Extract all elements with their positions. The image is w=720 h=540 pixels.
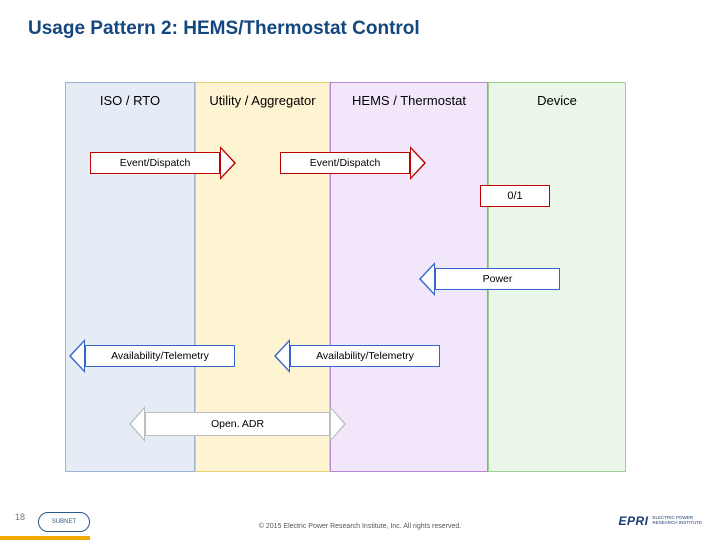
arrow-2: Power [435,268,560,290]
page-title: Usage Pattern 2: HEMS/Thermostat Control [28,18,420,40]
arrow-label-2: Power [483,273,513,285]
arrow-label-1: Event/Dispatch [310,157,381,169]
column-label-3: Device [489,93,625,108]
epri-mark: EPRI [618,514,648,528]
arrow-1: Event/Dispatch [280,152,410,174]
column-label-0: ISO / RTO [66,93,194,108]
arrow-3: Availability/Telemetry [85,345,235,367]
column-label-1: Utility / Aggregator [196,93,329,108]
arrow-0: Event/Dispatch [90,152,220,174]
copyright-text: © 2015 Electric Power Research Institute… [0,523,720,530]
arrow-4: Availability/Telemetry [290,345,440,367]
arrow-label-3: Availability/Telemetry [111,350,209,362]
label-box-0: 0/1 [480,185,550,207]
epri-logo: EPRI ELECTRIC POWER RESEARCH INSTITUTE [618,514,702,528]
arrow-5: Open. ADR [145,412,330,436]
arrow-label-4: Availability/Telemetry [316,350,414,362]
epri-sub: ELECTRIC POWER RESEARCH INSTITUTE [652,516,702,526]
page-number: 18 [15,512,25,522]
arrow-label-5: Open. ADR [211,418,264,430]
accent-bar [0,536,90,540]
column-label-2: HEMS / Thermostat [331,93,487,108]
arrow-label-0: Event/Dispatch [120,157,191,169]
